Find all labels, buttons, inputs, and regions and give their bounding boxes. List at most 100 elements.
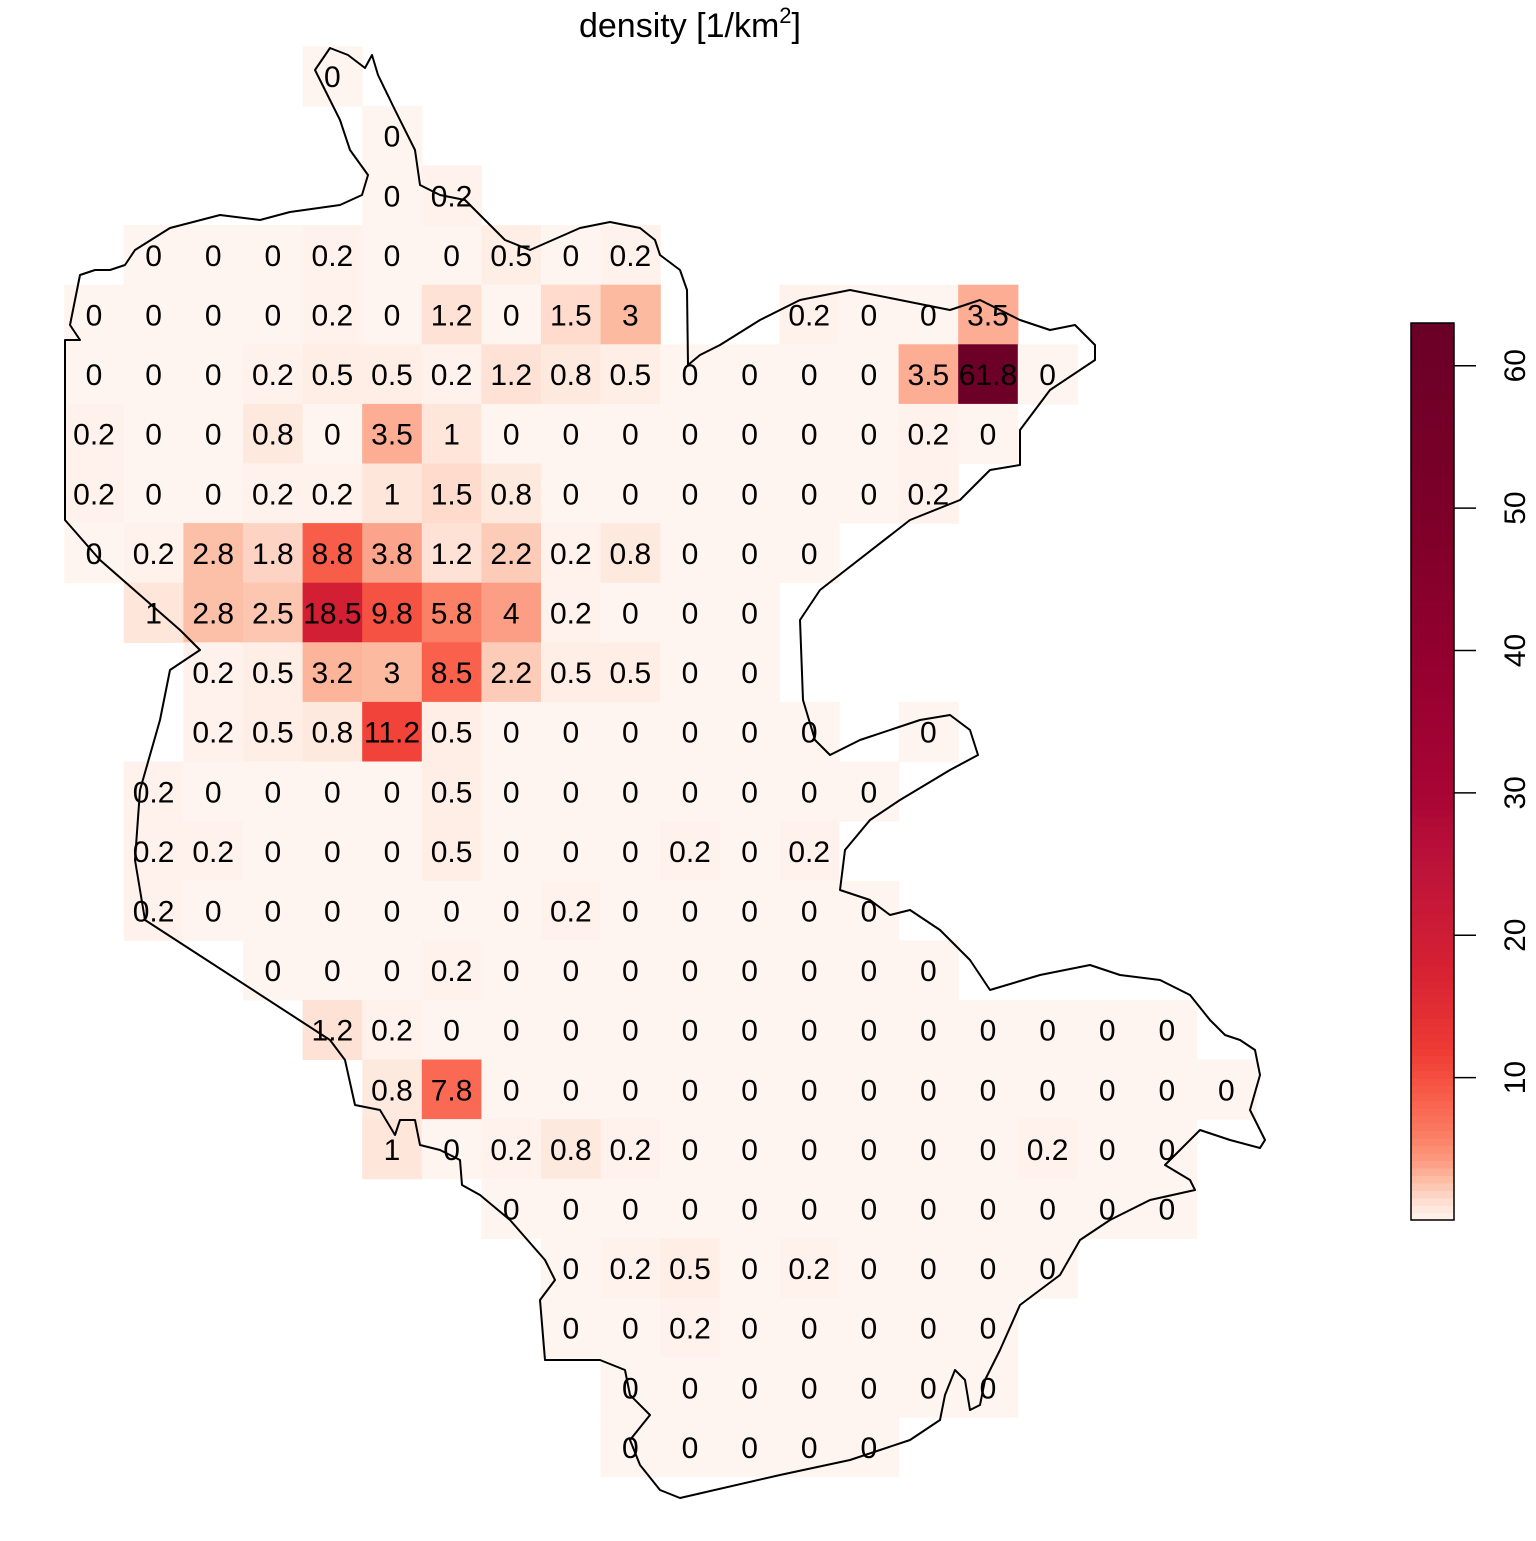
cell-value-label: 0.2 [610, 1253, 652, 1286]
heatmap-cell [481, 1059, 542, 1120]
heatmap-cell [183, 523, 244, 584]
heatmap-cell [719, 999, 780, 1061]
heatmap-cell [1137, 1119, 1198, 1180]
cell-value-label: 0.2 [788, 1253, 830, 1286]
cell-value-label: 0 [741, 955, 758, 988]
heatmap-cell [1077, 999, 1138, 1061]
colorbar-band [1411, 973, 1454, 982]
cell-value-label: 0.2 [431, 359, 473, 392]
cell-value-label: 0.5 [610, 359, 652, 392]
cell-value-label: 0 [860, 1015, 877, 1048]
cell-value-label: 8.8 [312, 538, 354, 571]
heatmap-cell [719, 582, 780, 643]
colorbar-tick-label: 40 [1499, 634, 1532, 667]
cell-value-label: 0 [741, 1253, 758, 1286]
colorbar-tick-label: 50 [1499, 491, 1532, 524]
heatmap-cell [183, 582, 244, 643]
colorbar-band [1411, 681, 1454, 691]
cell-value-label: 0 [562, 1253, 579, 1286]
heatmap-cell [600, 642, 661, 703]
cell-value-label: 0.2 [192, 836, 234, 869]
colorbar-band [1411, 450, 1454, 459]
cell-value-label: 0 [980, 1074, 997, 1107]
colorbar-band [1411, 1205, 1454, 1214]
cell-value-label: 0 [264, 300, 281, 333]
heatmap-cell [243, 701, 304, 763]
colorbar-band [1411, 689, 1454, 698]
colorbar-band [1411, 562, 1454, 571]
colorbar-band [1411, 1018, 1454, 1027]
heatmap-cell [421, 999, 482, 1061]
colorbar-band [1411, 472, 1454, 481]
colorbar-band [1411, 524, 1454, 534]
heatmap-cell [302, 463, 363, 524]
cell-value-label: 0 [384, 121, 401, 154]
colorbar-band [1411, 816, 1454, 825]
heatmap-cell [958, 1178, 1019, 1239]
cell-value-label: 0 [801, 478, 818, 511]
cell-value-label: 0.5 [312, 359, 354, 392]
cell-value-label: 0 [741, 1074, 758, 1107]
colorbar-band [1411, 861, 1454, 870]
cell-value-label: 2.2 [490, 538, 532, 571]
colorbar-band [1411, 1055, 1454, 1064]
heatmap-cell [64, 463, 125, 524]
heatmap-cell [481, 582, 542, 643]
colorbar-band [1411, 323, 1454, 332]
cell-value-label: 0 [622, 1015, 639, 1048]
cell-value-label: 0.5 [252, 657, 294, 690]
heatmap-cell [600, 821, 661, 882]
heatmap-cell [183, 344, 244, 405]
colorbar-band [1411, 786, 1454, 795]
colorbar-band [1411, 1078, 1454, 1087]
cell-value-label: 0 [622, 955, 639, 988]
heatmap-cell [481, 880, 542, 941]
cell-value-label: 0 [1099, 1194, 1116, 1227]
colorbar-band [1411, 913, 1454, 922]
colorbar-band [1411, 793, 1454, 803]
heatmap-cell [64, 344, 125, 405]
heatmap-cell [541, 1119, 602, 1180]
cell-value-label: 0 [741, 359, 758, 392]
heatmap-cell [362, 284, 423, 345]
colorbar-band [1411, 846, 1454, 855]
heatmap-cell [660, 880, 721, 941]
heatmap-cell [958, 1119, 1019, 1180]
cell-value-label: 0 [860, 1372, 877, 1405]
cell-value-label: 0.2 [312, 478, 354, 511]
cell-value-label: 0 [920, 1134, 937, 1167]
heatmap-cell [481, 284, 542, 345]
heatmap-cell [123, 463, 184, 524]
cell-value-label: 0 [741, 896, 758, 929]
heatmap-cell [302, 582, 363, 643]
heatmap-cell [362, 463, 423, 524]
heatmap-cell [719, 1059, 780, 1120]
heatmap-cell [779, 1357, 840, 1418]
heatmap-cell [362, 701, 423, 763]
cell-value-label: 0.2 [550, 896, 592, 929]
colorbar-band [1411, 1010, 1454, 1019]
heatmap-cell [123, 880, 184, 941]
heatmap-cell [719, 701, 780, 763]
heatmap-cell [123, 582, 184, 643]
cell-value-label: 0.5 [431, 836, 473, 869]
cell-value-label: 9.8 [371, 598, 413, 631]
heatmap-cell [779, 940, 840, 1001]
cell-value-label: 0.8 [550, 1134, 592, 1167]
heatmap-cell [302, 284, 363, 345]
cell-value-label: 0 [503, 1074, 520, 1107]
heatmap-cell [600, 284, 661, 345]
cell-value-label: 0 [264, 955, 281, 988]
cell-value-label: 0 [860, 1194, 877, 1227]
cell-value-label: 0 [1158, 1015, 1175, 1048]
cell-value-label: 0.2 [371, 1015, 413, 1048]
heatmap-cell [719, 761, 780, 822]
heatmap-cell [481, 761, 542, 822]
cell-value-label: 0 [384, 955, 401, 988]
heatmap-cell [719, 1357, 780, 1418]
heatmap-cell [421, 642, 482, 703]
colorbar-band [1411, 1100, 1454, 1109]
colorbar-band [1411, 539, 1454, 549]
cell-value-label: 0 [860, 1253, 877, 1286]
